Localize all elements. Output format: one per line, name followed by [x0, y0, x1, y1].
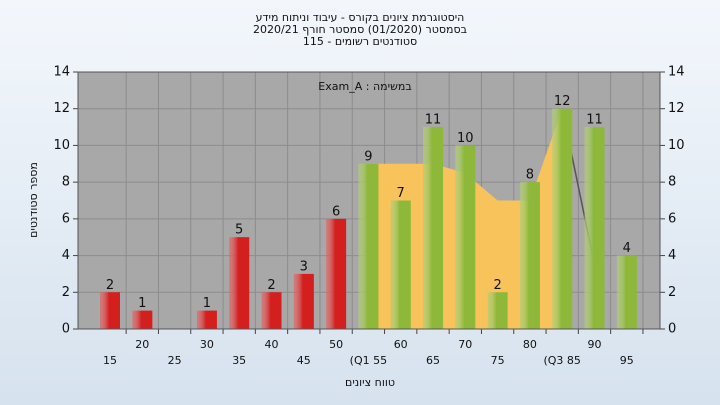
- data-label: 1: [203, 296, 211, 311]
- y-tick-label: 6: [62, 211, 70, 226]
- y-tick-label: 0: [62, 322, 70, 337]
- y-tick-label: 14: [53, 65, 70, 80]
- data-label: 8: [526, 168, 534, 183]
- data-label: 2: [493, 278, 501, 293]
- bar-base: [584, 127, 605, 329]
- bar: [423, 127, 443, 329]
- data-label: 1: [138, 296, 146, 311]
- bar-base: [519, 182, 540, 329]
- annotation: במשימה : Exam_A: [318, 80, 411, 93]
- bar-base: [196, 310, 217, 329]
- y2-tick-label: 6: [668, 211, 676, 226]
- bar: [584, 127, 605, 329]
- data-label: 3: [300, 259, 308, 274]
- bar-base: [229, 237, 250, 329]
- x-axis-label: טווח ציונים: [345, 376, 395, 389]
- x-tick-label: 70: [458, 338, 472, 351]
- bar: [390, 200, 411, 329]
- bar: [519, 182, 540, 329]
- bar: [552, 108, 573, 329]
- bar: [229, 237, 250, 329]
- y2-tick-label: 0: [668, 322, 676, 337]
- data-label: 10: [457, 131, 474, 146]
- y2-tick-label: 8: [668, 175, 676, 190]
- chart-subtitle: בסמסטר (01/2020) סמסטר חורף 2020/21: [253, 23, 467, 36]
- x-tick-label: 30: [200, 338, 214, 351]
- bar: [293, 273, 314, 329]
- data-label: 2: [267, 278, 275, 293]
- bar: [132, 310, 153, 329]
- data-label: 11: [425, 113, 442, 128]
- bar: [196, 310, 217, 329]
- bar-base: [487, 292, 508, 329]
- data-label: 4: [623, 241, 631, 256]
- y2-tick-label: 2: [668, 285, 676, 300]
- bar: [358, 163, 379, 329]
- bar-base: [358, 163, 379, 329]
- x-tick-label: 90: [588, 338, 602, 351]
- y-tick-label: 12: [53, 101, 70, 116]
- x-tick-label: 50: [329, 338, 343, 351]
- y-axis-label: מספר סטודנטים: [27, 162, 40, 238]
- x-tick-label: 95: [620, 354, 634, 367]
- data-label: 12: [554, 94, 571, 109]
- data-label: 7: [397, 186, 405, 201]
- x-tick-label: 65: [426, 354, 440, 367]
- y-tick-label: 10: [53, 138, 70, 153]
- x-tick-label: 75: [491, 354, 505, 367]
- x-tick-label: 20: [135, 338, 149, 351]
- y-tick-label: 2: [62, 285, 70, 300]
- y2-tick-label: 12: [668, 101, 685, 116]
- bar-base: [423, 127, 443, 329]
- data-label: 5: [235, 223, 243, 238]
- y-tick-label: 8: [62, 175, 70, 190]
- data-label: 11: [586, 113, 603, 128]
- data-label: 2: [106, 278, 114, 293]
- x-tick-label: 15: [103, 354, 117, 367]
- y2-tick-label: 10: [668, 138, 685, 153]
- plot-border: [77, 71, 661, 330]
- bar-base: [616, 255, 637, 329]
- bar-base: [293, 273, 314, 329]
- bar: [487, 292, 508, 329]
- data-label: 6: [332, 204, 340, 219]
- x-tick-label: (Q1 55: [350, 354, 387, 367]
- bar-base: [261, 292, 282, 329]
- bar: [326, 218, 347, 329]
- y2-tick-label: 4: [668, 248, 676, 263]
- bar: [455, 145, 476, 329]
- x-tick-label: 25: [168, 354, 182, 367]
- chart-subtitle: סטודנטים רשומים - 115: [303, 35, 417, 48]
- bar-base: [455, 145, 476, 329]
- bar-base: [132, 310, 153, 329]
- bar: [616, 255, 637, 329]
- x-tick-label: (Q3 85: [543, 354, 580, 367]
- bar-base: [552, 108, 573, 329]
- bar-base: [100, 292, 120, 329]
- bar-base: [390, 200, 411, 329]
- x-tick-label: 60: [394, 338, 408, 351]
- x-tick-label: 80: [523, 338, 537, 351]
- bar-base: [326, 218, 347, 329]
- x-tick-label: 35: [232, 354, 246, 367]
- x-tick-label: 40: [265, 338, 279, 351]
- chart-title: היסטוגרמת ציונים בקורס - עיבוד וניתוח מי…: [256, 11, 465, 24]
- x-tick-label: 45: [297, 354, 311, 367]
- bar: [261, 292, 282, 329]
- y2-tick-label: 14: [668, 65, 685, 80]
- data-label: 9: [364, 149, 372, 164]
- y-tick-label: 4: [62, 248, 70, 263]
- bar: [100, 292, 120, 329]
